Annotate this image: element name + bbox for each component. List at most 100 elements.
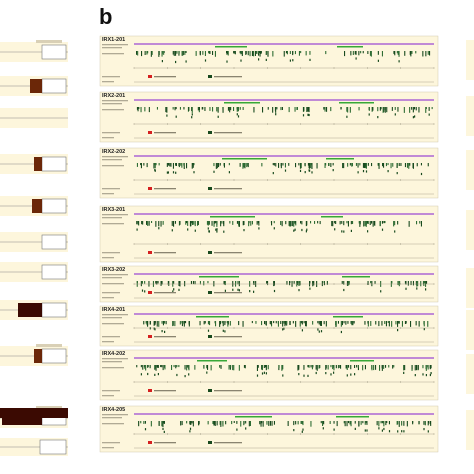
variant-mark [331, 221, 333, 227]
variant-mark [255, 321, 257, 324]
variant-mark [282, 374, 284, 377]
variant-mark [211, 221, 213, 226]
variant-mark [147, 321, 149, 327]
variant-mark [260, 51, 262, 54]
track-sublabel-mark [102, 217, 122, 219]
variant-mark [173, 221, 175, 227]
variant-mark [302, 421, 304, 426]
variant-mark [311, 365, 313, 370]
variant-mark [142, 365, 144, 370]
variant-mark [217, 115, 219, 118]
variant-mark [215, 321, 217, 327]
variant-mark [355, 51, 357, 55]
variant-mark [236, 428, 238, 431]
variant-mark [292, 321, 294, 324]
variant-mark [301, 329, 303, 332]
variant-mark [406, 163, 408, 168]
variant-mark [223, 163, 225, 168]
variant-mark [233, 107, 235, 111]
variant-mark [300, 321, 302, 324]
variant-mark [175, 51, 177, 56]
variant-mark [292, 221, 294, 227]
variant-mark [242, 221, 244, 226]
variant-mark [188, 373, 190, 376]
variant-mark [298, 281, 300, 286]
variant-mark [415, 51, 417, 54]
variant-mark [224, 281, 226, 285]
variant-mark [156, 321, 158, 327]
variant-mark [324, 163, 326, 168]
variant-mark [172, 321, 174, 326]
variant-mark [248, 421, 250, 427]
variant-mark [249, 51, 251, 57]
variant-mark [192, 421, 194, 427]
variant-mark [145, 365, 147, 371]
track-sublabel-mark [102, 417, 122, 419]
variant-mark [251, 51, 253, 56]
variant-mark [265, 372, 267, 375]
variant-mark [253, 51, 255, 57]
variant-mark [203, 365, 205, 369]
variant-mark [328, 163, 330, 166]
variant-mark [364, 221, 366, 227]
variant-mark [220, 221, 222, 227]
variant-mark [185, 221, 187, 225]
variant-mark [260, 51, 262, 54]
track-label: IRX1-201 [102, 37, 125, 43]
variant-mark [369, 221, 371, 225]
variant-mark [158, 321, 160, 327]
variant-mark [341, 221, 343, 224]
variant-mark [312, 321, 314, 325]
variant-mark [380, 290, 382, 293]
variant-mark [216, 421, 218, 426]
variant-mark [385, 421, 387, 426]
variant-mark [394, 107, 396, 110]
variant-mark [286, 51, 288, 55]
variant-mark [423, 421, 425, 425]
variant-mark [172, 107, 174, 110]
variant-mark [266, 421, 268, 425]
variant-mark [406, 421, 408, 427]
variant-mark [171, 221, 173, 226]
variant-mark [428, 107, 430, 111]
variant-mark [412, 163, 414, 165]
variant-mark [304, 163, 306, 167]
variant-mark [405, 287, 407, 290]
variant-mark [154, 163, 156, 169]
transcript-bar [134, 155, 434, 157]
variant-mark [401, 321, 403, 327]
variant-mark [377, 163, 379, 166]
variant-mark [140, 421, 142, 424]
variant-mark [213, 221, 215, 227]
variant-mark [337, 321, 339, 324]
track-sublabel-mark [102, 132, 120, 134]
variant-mark [153, 163, 155, 169]
variant-mark [337, 365, 339, 369]
variant-mark [175, 171, 177, 174]
variant-mark [397, 329, 399, 332]
variant-mark [386, 107, 388, 113]
variant-mark [340, 321, 342, 327]
adjacent-panel-edge [466, 96, 474, 136]
variant-mark [161, 365, 163, 368]
variant-mark [394, 51, 396, 56]
variant-mark [261, 421, 263, 424]
variant-mark [160, 365, 162, 368]
variant-mark [412, 107, 414, 113]
variant-mark [239, 163, 241, 167]
variant-mark [367, 281, 369, 285]
variant-mark [394, 221, 396, 226]
variant-mark [298, 373, 300, 376]
variant-mark [320, 321, 322, 326]
legend-text-mark [154, 76, 176, 78]
variant-mark [215, 228, 217, 231]
feature-bar [337, 46, 363, 48]
variant-mark [272, 172, 274, 175]
variant-mark [198, 421, 200, 426]
variant-mark [308, 113, 310, 117]
variant-mark [164, 365, 166, 370]
variant-mark [317, 328, 319, 331]
variant-mark [403, 430, 405, 433]
variant-mark [411, 365, 413, 370]
feature-bar [339, 102, 374, 104]
